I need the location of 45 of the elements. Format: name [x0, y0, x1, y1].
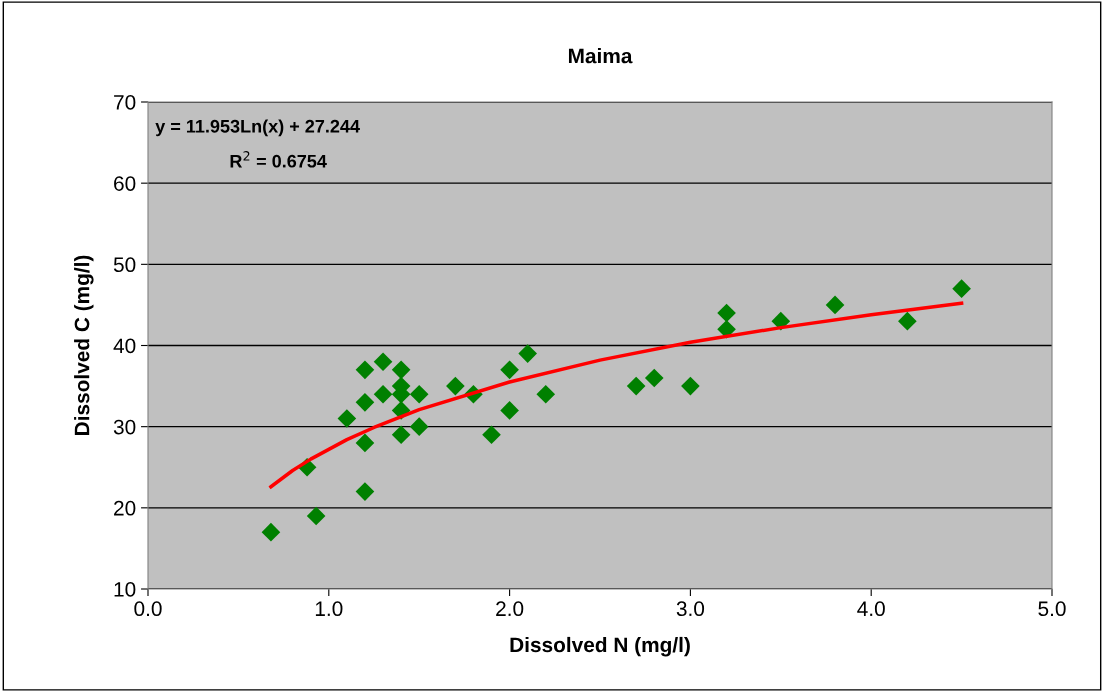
x-tick-label: 2.0: [496, 601, 524, 617]
point: [337, 409, 357, 428]
point: [373, 352, 393, 372]
point: [391, 425, 411, 445]
point: [409, 417, 429, 436]
point: [518, 344, 537, 363]
annotation: R$^{2}$ = 0.6754: [230, 151, 327, 168]
point: [500, 360, 519, 380]
point: [681, 376, 700, 396]
point: [952, 279, 971, 298]
y-tick-label: 60: [114, 176, 136, 191]
y-tick-label: 30: [113, 419, 136, 435]
chart-title: Maima: [568, 48, 633, 64]
point: [355, 433, 375, 453]
point: [391, 360, 411, 380]
point: [306, 506, 326, 526]
y-tick-label: 20: [114, 500, 136, 516]
y-tick-label: 10: [114, 582, 136, 597]
point: [626, 376, 646, 396]
point: [644, 368, 664, 388]
point: [355, 393, 375, 412]
x-axis-title: Dissolved N (mg/l): [510, 636, 690, 657]
point: [482, 425, 501, 445]
x-tick-label: 1.0: [315, 601, 343, 617]
x-tick-label: 0.0: [134, 601, 162, 617]
x-tick-label: 3.0: [676, 601, 705, 617]
point: [500, 401, 519, 420]
y-tick-label: 40: [113, 338, 136, 354]
x-tick-label: 5.0: [1038, 601, 1066, 617]
point: [825, 295, 845, 315]
line-series: [269, 301, 964, 489]
point: [373, 384, 393, 404]
point: [446, 376, 465, 396]
point: [355, 360, 375, 380]
point: [261, 522, 281, 542]
point: [409, 384, 429, 404]
point: [717, 303, 736, 323]
annotation: y = 11.953Ln(x) + 27.244: [155, 119, 360, 137]
y-tick-label: 50: [113, 257, 136, 273]
point: [536, 384, 556, 404]
point: [355, 482, 375, 501]
point: [898, 311, 917, 331]
y-tick-label: 70: [114, 95, 136, 110]
y-axis-title: Dissolved C (mg/l): [74, 255, 94, 435]
x-tick-label: 4.0: [857, 601, 885, 617]
